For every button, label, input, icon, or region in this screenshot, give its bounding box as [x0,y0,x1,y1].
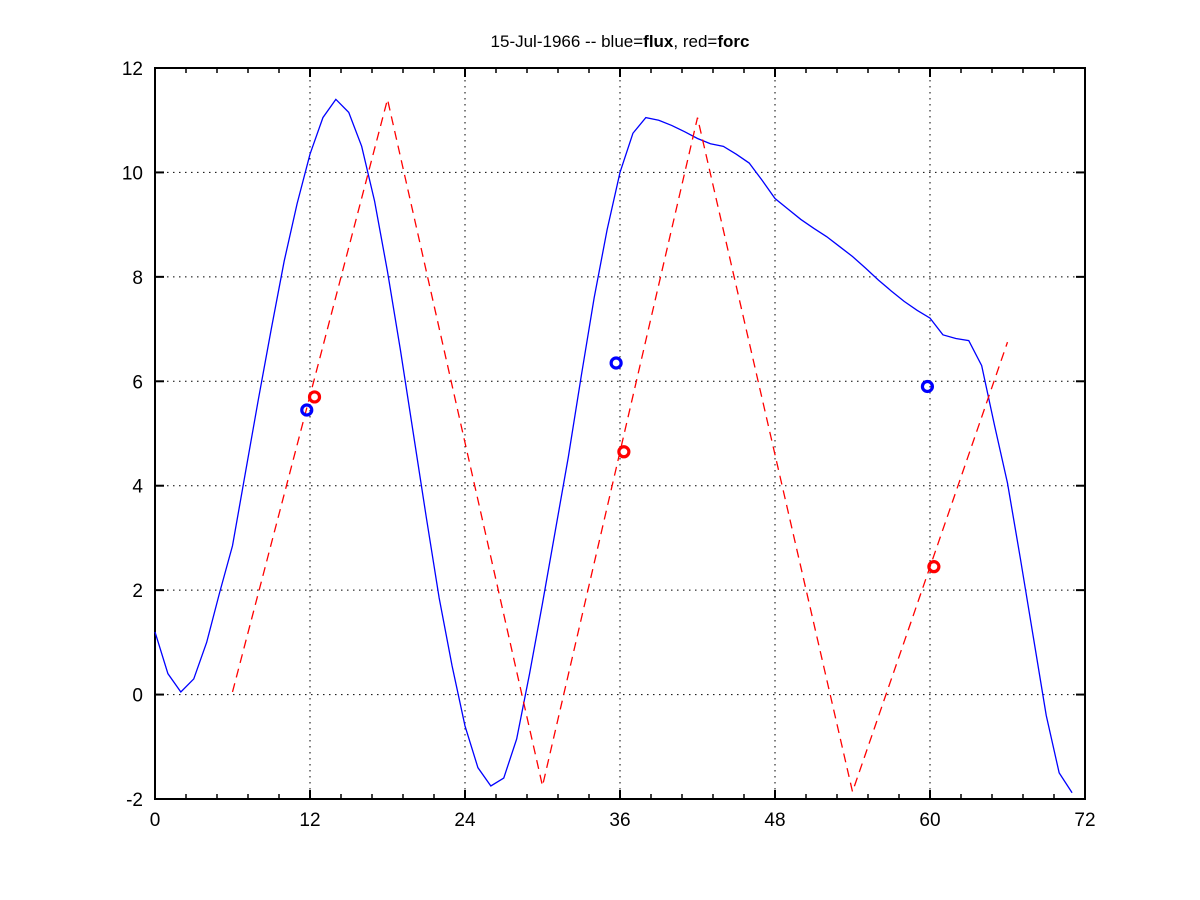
y-tick-label: 10 [122,163,143,184]
y-tick-label: 0 [132,686,143,707]
forc-samples-marker [927,560,941,574]
x-tick-label: 48 [764,810,785,831]
x-tick-label: 60 [919,810,940,831]
y-tick-label: 4 [132,477,143,498]
y-tick-label: 6 [132,372,143,393]
flux-samples-marker [609,356,623,370]
flux-line [154,98,1073,794]
y-tick-label: -2 [126,790,143,811]
y-tick-label: 8 [132,268,143,289]
y-tick-label: 2 [132,581,143,602]
flux-samples-marker [920,379,935,394]
title-forc-word: forc [717,32,750,51]
x-tick-label: 36 [609,810,630,831]
forc-line [231,99,1009,795]
y-tick-label: 12 [122,59,143,80]
title-middle: , red= [673,32,718,51]
axes-box [154,67,1086,800]
flux-samples-marker [300,403,314,417]
forc-samples-marker [307,390,322,404]
x-tick-label: 24 [454,810,476,831]
forc-samples-marker [617,445,631,459]
x-tick-label: 72 [1074,810,1095,831]
x-tick-label: 0 [150,810,161,831]
title-flux-word: flux [643,32,674,51]
chart-title: 15-Jul-1966 -- blue=flux, red=forc [155,32,1085,52]
x-tick-label: 12 [299,810,320,831]
title-prefix: 15-Jul-1966 -- blue= [490,32,644,51]
